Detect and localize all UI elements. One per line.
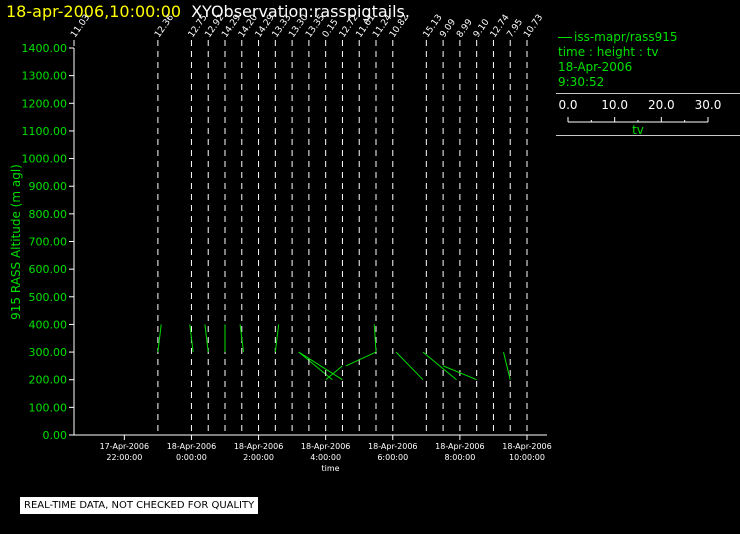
x-tick-time-label: 8:00:00 <box>444 453 475 462</box>
legend-scale: 0.0 10.0 20.0 30.0 tv <box>558 98 722 137</box>
profile-trace <box>189 324 194 353</box>
x-tick-time-label: 0:00:00 <box>176 453 207 462</box>
y-tick-label: 500.00 <box>29 291 68 304</box>
x-tick-date-label: 18-Apr-2006 <box>234 442 283 451</box>
y-axis-label: 915 RASS Altitude (m agl) <box>9 164 23 320</box>
scale-tick-label: 20.0 <box>648 98 675 112</box>
x-tick-date-label: 18-Apr-2006 <box>435 442 484 451</box>
x-tick-date-label: 18-Apr-2006 <box>167 442 216 451</box>
profile-trace <box>298 351 343 381</box>
y-tick-label: 1400.00 <box>22 42 68 55</box>
scale-tick-label: 30.0 <box>695 98 722 112</box>
profile-value-label: 9.10 <box>472 17 492 39</box>
y-tick-label: 900.00 <box>29 180 68 193</box>
profile-value-label: 12.36 <box>153 13 176 40</box>
y-tick-label: 1000.00 <box>22 153 68 166</box>
legend-time: 9:30:52 <box>558 75 605 89</box>
title-datetime: 18-apr-2006,10:00:00 <box>6 2 182 21</box>
profile-trace <box>157 324 162 353</box>
profile-value-label: 10.73 <box>522 13 545 40</box>
profile-trace <box>442 365 477 381</box>
x-tick-date-label: 17-Apr-2006 <box>100 442 149 451</box>
profile-trace <box>395 351 424 381</box>
y-tick-label: 600.00 <box>29 263 68 276</box>
y-tick-label: 1100.00 <box>22 125 68 138</box>
y-tick-label: 1300.00 <box>22 70 68 83</box>
scale-tick-label: 10.0 <box>601 98 628 112</box>
profile-trace <box>345 351 377 367</box>
profile-trace <box>325 365 343 381</box>
scale-tick-label: 0.0 <box>558 98 577 112</box>
x-tick-time-label: 4:00:00 <box>310 453 341 462</box>
profile-value-label: 11.03 <box>69 13 92 40</box>
legend-divider <box>556 93 740 94</box>
legend-desc: time : height : tv <box>558 45 659 59</box>
y-tick-label: 300.00 <box>29 346 68 359</box>
legend-date: 18-Apr-2006 <box>558 60 633 74</box>
y-tick-label: 1200.00 <box>22 97 68 110</box>
y-tick-label: 700.00 <box>29 236 68 249</box>
legend-series-label: iss-mapr/rass915 <box>574 30 678 44</box>
chart-title: 18-apr-2006,10:00:00 XYObservation:rasspi… <box>6 2 410 21</box>
scale-label: tv <box>632 123 644 136</box>
legend-divider-bottom <box>556 135 740 136</box>
x-tick-time-label: 10:00:00 <box>509 453 545 462</box>
y-tick-label: 0.00 <box>43 429 68 442</box>
profile-trace <box>298 351 333 381</box>
profile-trace <box>274 324 280 353</box>
y-tick-label: 800.00 <box>29 208 68 221</box>
x-tick-date-label: 18-Apr-2006 <box>301 442 350 451</box>
y-tick-label: 200.00 <box>29 374 68 387</box>
x-tick-date-label: 18-Apr-2006 <box>368 442 417 451</box>
y-tick-label: 400.00 <box>29 318 68 331</box>
profile-trace <box>422 351 457 381</box>
profile-trace <box>373 324 377 353</box>
legend: iss-mapr/rass915 time : height : tv 18-A… <box>556 28 740 137</box>
profile-trace <box>503 351 511 380</box>
x-tick-date-label: 18-Apr-2006 <box>502 442 551 451</box>
legend-line-swatch <box>558 37 572 38</box>
profile-trace <box>239 324 244 353</box>
profile-trace <box>204 324 209 353</box>
x-axis-label: time <box>321 464 339 473</box>
x-tick-time-label: 2:00:00 <box>243 453 274 462</box>
x-tick-time-label: 6:00:00 <box>377 453 408 462</box>
y-tick-label: 100.00 <box>29 401 68 414</box>
legend-series: iss-mapr/rass915 <box>556 30 740 45</box>
profile-value-label: 8.99 <box>455 17 475 39</box>
quality-notice: REAL-TIME DATA, NOT CHECKED FOR QUALITY <box>19 496 260 515</box>
title-observation: XYObservation:rasspigtails. <box>191 2 410 21</box>
x-tick-time-label: 22:00:00 <box>106 453 142 462</box>
